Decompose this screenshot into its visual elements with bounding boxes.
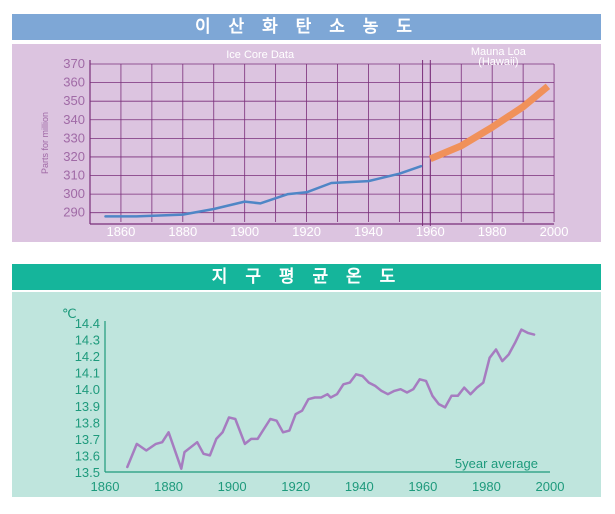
co2-x-tick-label: 1960 [416,224,445,239]
co2-x-tick-label: 1920 [292,224,321,239]
temperature-x-tick-label: 1860 [91,479,120,494]
co2-y-tick-label: 370 [63,56,85,71]
five-year-average-annotation: 5year average [455,456,538,471]
hawaii-annotation: (Hawaii) [478,56,518,68]
temperature-y-tick-label: 14.0 [75,382,100,397]
temperature-y-tick-label: 14.3 [75,333,100,348]
temperature-series-line [126,328,536,470]
temperature-unit-label: ℃ [62,306,77,321]
temperature-x-tick-label: 1920 [281,479,310,494]
mauna-loa-series-line [428,83,551,163]
co2-y-tick-label: 310 [63,168,85,183]
temperature-chart-title: 지 구 평 균 온 도 [12,264,601,290]
co2-series [104,83,551,218]
co2-y-tick-label: 300 [63,186,85,201]
temperature-y-tick-label: 13.8 [75,415,100,430]
co2-x-tick-label: 1880 [168,224,197,239]
temperature-tick-labels: ℃ 13.5 13.613.7 13.813.9 14.014.1 14.214.3 14.… [62,306,564,494]
co2-x-tick-label: 1900 [230,224,259,239]
co2-x-tick-label: 2000 [540,224,569,239]
co2-y-tick-label: 320 [63,149,85,164]
mauna-loa-annotation: Mauna Loa [471,46,527,58]
temperature-x-tick-label: 1940 [345,479,374,494]
ice-core-series-line [104,164,423,218]
temperature-x-tick-label: 1960 [408,479,437,494]
temperature-y-tick-label: 13.6 [75,448,100,463]
co2-y-axis-label: Parts for million [40,112,50,174]
co2-chart-title: 이 산 화 탄 소 농 도 [12,14,601,40]
co2-y-tick-label: 290 [63,205,85,220]
temperature-y-tick-label: 14.1 [75,366,100,381]
temperature-chart-panel [12,292,601,497]
temperature-axes [104,321,550,473]
ice-core-annotation: Ice Core Data [226,49,295,61]
temperature-y-tick-label: 14.4 [75,316,100,331]
temperature-x-tick-label: 1900 [218,479,247,494]
co2-y-tick-label: 350 [63,93,85,108]
temperature-x-tick-label: 1980 [472,479,501,494]
co2-x-tick-label: 1980 [478,224,507,239]
temperature-x-tick-label: 1880 [154,479,183,494]
temperature-y-tick-label: 13.7 [75,432,100,447]
co2-x-tick-label: 1860 [106,224,135,239]
co2-y-tick-label: 340 [63,112,85,127]
temperature-y-tick-label: 14.2 [75,349,100,364]
temperature-y-tick-label: 13.5 [75,465,100,480]
temperature-x-tick-label: 2000 [536,479,565,494]
co2-tick-labels: 290 300 310 320 330 340 350 360 370 1860 1880 1900 1… [40,46,569,239]
co2-y-tick-label: 360 [63,75,85,90]
temperature-series [126,328,536,470]
co2-x-tick-label: 1940 [354,224,383,239]
co2-grid [89,60,555,226]
co2-y-tick-label: 330 [63,130,85,145]
temperature-y-tick-label: 13.9 [75,399,100,414]
